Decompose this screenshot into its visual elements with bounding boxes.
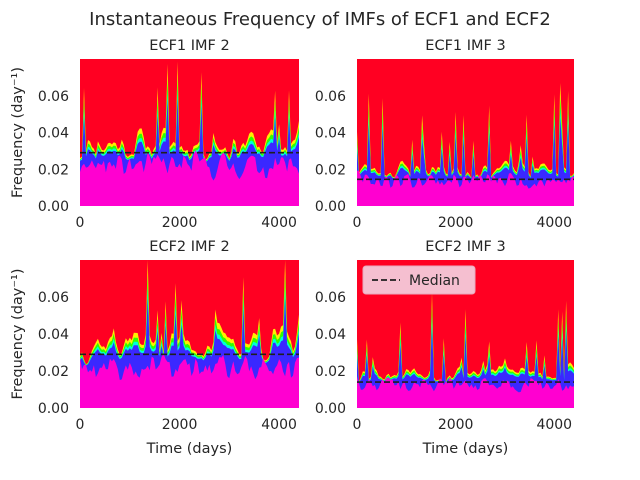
panels: ECF1 IMF 2 0.00 0.02 0.04 0.06 0 2000 4000 Frequ… <box>10 38 574 457</box>
heatmap-layer-4 <box>357 325 574 408</box>
heatmap-field <box>80 61 299 206</box>
heatmap-field <box>80 260 299 408</box>
subplot-title: ECF1 IMF 2 <box>149 38 229 54</box>
x-tick-label: 2000 <box>438 215 474 231</box>
subplot-title: ECF1 IMF 3 <box>425 38 505 54</box>
y-tick-label: 0.04 <box>315 126 346 142</box>
subplot-1: ECF1 IMF 2 0.00 0.02 0.04 0.06 0 2000 4000 Frequ… <box>10 38 299 231</box>
y-tick-label: 0.02 <box>315 162 346 178</box>
y-tick-label: 0.04 <box>38 327 69 343</box>
x-tick-label: 0 <box>76 215 85 231</box>
y-tick-label: 0.00 <box>38 199 69 215</box>
y-tick-label: 0.02 <box>315 364 346 380</box>
x-tick-label: 4000 <box>261 417 297 433</box>
subplot-title: ECF2 IMF 3 <box>425 239 505 255</box>
x-tick-label: 0 <box>353 215 362 231</box>
subplot-3: ECF2 IMF 2 0.00 0.02 0.04 0.06 0 2000 4000 Frequ… <box>10 239 299 457</box>
heatmap-layer-5 <box>357 170 574 206</box>
y-axis-label: Frequency (day⁻¹) <box>10 67 26 198</box>
y-tick-label: 0.02 <box>38 162 69 178</box>
y-tick-label: 0.00 <box>315 199 346 215</box>
x-tick-label: 4000 <box>536 417 572 433</box>
legend: Median <box>362 265 476 295</box>
heatmap-layer-5 <box>80 150 299 206</box>
y-tick-label: 0.02 <box>38 364 69 380</box>
x-tick-label: 2000 <box>162 417 198 433</box>
subplot-4: ECF2 IMF 3 0.00 0.02 0.04 0.06 0 2000 4000 Time … <box>315 239 574 457</box>
y-tick-label: 0.04 <box>315 327 346 343</box>
x-tick-label: 0 <box>76 417 85 433</box>
x-tick-label: 4000 <box>536 215 572 231</box>
subplot-2: ECF1 IMF 3 0.00 0.02 0.04 0.06 0 2000 4000 <box>315 38 574 231</box>
figure-title: Instantaneous Frequency of IMFs of ECF1 … <box>89 9 551 30</box>
y-tick-label: 0.06 <box>315 89 346 105</box>
y-axis-label: Frequency (day⁻¹) <box>10 269 26 400</box>
x-axis-label: Time (days) <box>146 441 233 457</box>
x-tick-label: 0 <box>353 417 362 433</box>
y-tick-label: 0.06 <box>38 89 69 105</box>
y-tick-label: 0.06 <box>315 290 346 306</box>
heatmap-layer-5 <box>80 353 299 408</box>
x-tick-label: 2000 <box>438 417 474 433</box>
legend-frame <box>362 265 476 295</box>
x-tick-label: 4000 <box>261 215 297 231</box>
y-tick-label: 0.00 <box>315 401 346 417</box>
subplot-title: ECF2 IMF 2 <box>149 239 229 255</box>
y-tick-label: 0.06 <box>38 290 69 306</box>
heatmap-layer-5 <box>357 376 574 408</box>
x-axis-label: Time (days) <box>422 441 509 457</box>
y-tick-label: 0.00 <box>38 401 69 417</box>
y-tick-label: 0.04 <box>38 126 69 142</box>
legend-entry: Median <box>409 273 460 289</box>
x-tick-label: 2000 <box>162 215 198 231</box>
